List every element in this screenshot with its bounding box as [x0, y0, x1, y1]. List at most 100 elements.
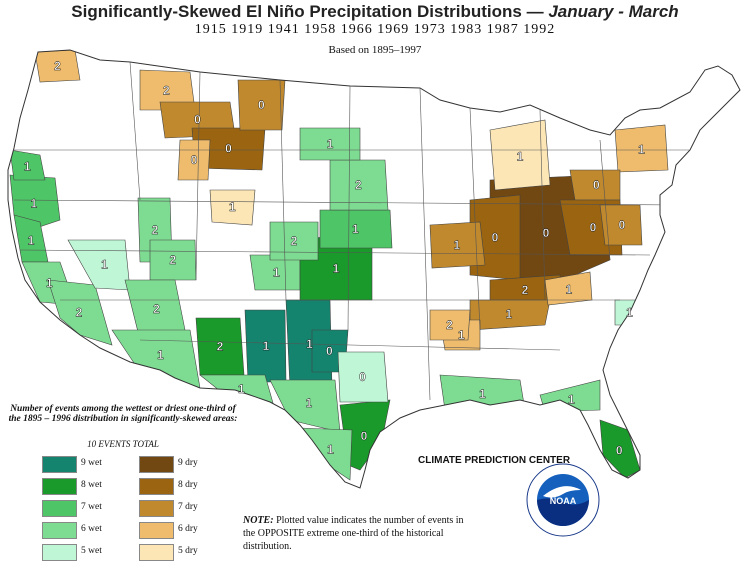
region-sd-east: [299, 127, 361, 161]
region-label-nc-coast: 1: [626, 306, 633, 320]
boundary-line: [195, 71, 201, 281]
region-label-pnw-coast: 1: [30, 197, 37, 211]
legend-swatch-dry-4: [139, 544, 174, 561]
boundary-line: [469, 107, 481, 331]
note-text: Plotted value indicates the number of ev…: [243, 515, 464, 552]
legend-swatch-dry-0: [139, 456, 174, 473]
boundary-line: [347, 85, 351, 331]
state-boundaries: [10, 61, 700, 401]
region-label-tx-south: 1: [327, 443, 334, 457]
region-ca-south: [47, 279, 113, 346]
region-label-ar-east: 2: [446, 318, 453, 332]
note-label: NOTE:: [243, 515, 274, 526]
region-label-ok-west: 1: [273, 266, 280, 280]
legend-label-wet-0: 9 wet: [81, 458, 102, 468]
based-on-period: Based on 1895–1997: [328, 44, 422, 56]
region-label-mo-east: 1: [453, 238, 460, 252]
region-label-utah-west: 2: [152, 223, 159, 237]
boundary-line: [539, 109, 546, 301]
region-label-tn-north: 2: [522, 283, 529, 297]
region-label-mt-south: 0: [225, 142, 232, 156]
region-label-fl-peninsula: 0: [616, 444, 623, 458]
region-label-wv: 0: [590, 221, 597, 235]
legend-swatch-wet-3: [42, 522, 77, 539]
region-label-tx-west: 1: [238, 382, 245, 396]
region-label-mt-central: 0: [194, 112, 201, 126]
boundary-line: [279, 79, 287, 301]
legend-swatch-dry-3: [139, 522, 174, 539]
us-outline: [7, 49, 741, 489]
region-label-co-east: 2: [291, 234, 298, 248]
region-label-wa-ne: 2: [54, 59, 61, 73]
region-label-ut-north: 1: [229, 200, 236, 214]
boundary-line: [419, 87, 431, 401]
legend-label-wet-1: 8 wet: [81, 480, 102, 490]
boundary-line: [599, 139, 611, 261]
legend-swatch-wet-0: [42, 456, 77, 473]
region-label-wa-mid: 1: [24, 159, 31, 173]
region-fl-peninsula: [599, 419, 641, 479]
legend-heading: Number of events among the wettest or dr…: [8, 404, 238, 424]
region-label-nc-west: 1: [565, 282, 572, 296]
region-label-ca-central: 1: [46, 276, 53, 290]
legend-label-dry-1: 8 dry: [178, 480, 198, 490]
legend-label-dry-3: 6 dry: [178, 524, 198, 534]
legend-swatch-wet-2: [42, 500, 77, 517]
region-ny-west: [614, 124, 669, 173]
region-label-fl-north: 1: [568, 392, 575, 406]
region-label-wy-north: 0: [258, 98, 265, 112]
region-ne-central: [329, 159, 389, 211]
legend-swatch-wet-4: [42, 544, 77, 561]
boundary-line: [13, 199, 681, 206]
region-label-nm-central: 1: [263, 339, 270, 353]
region-label-utah-east: 2: [169, 253, 176, 267]
noaa-logo-text: NOAA: [550, 496, 577, 506]
legend-swatch-wet-1: [42, 478, 77, 495]
region-mi-lower: [489, 119, 551, 191]
legend-label-dry-0: 9 dry: [178, 458, 198, 468]
region-label-ny-west: 1: [638, 142, 645, 156]
region-az-south: [111, 329, 201, 389]
boundary-line: [129, 61, 141, 201]
legend-label-wet-4: 5 wet: [81, 546, 102, 556]
legend-swatch-dry-2: [139, 500, 174, 517]
map-title: Significantly-Skewed El Niño Precipitati…: [0, 2, 750, 22]
region-label-in-il: 0: [492, 231, 499, 245]
legend-label-wet-3: 6 wet: [81, 524, 102, 534]
region-tx-east: [337, 351, 389, 403]
region-label-az-south: 1: [157, 348, 164, 362]
region-nv-west: [67, 239, 131, 291]
region-label-ms-north: 1: [458, 328, 465, 342]
noaa-logo: NOAA: [526, 463, 600, 537]
region-tx-south: [299, 427, 353, 481]
region-label-sd-east: 1: [327, 137, 334, 151]
region-label-mi-lower: 1: [517, 149, 524, 163]
region-ut-north: [209, 189, 256, 226]
region-label-tx-east: 0: [359, 370, 366, 384]
legend-label-dry-2: 7 dry: [178, 502, 198, 512]
region-wa-mid: [9, 149, 46, 181]
region-wy-north: [237, 79, 286, 131]
region-mo-east: [429, 221, 486, 269]
region-va-west: [599, 204, 643, 246]
climate-prediction-center-label: CLIMATE PREDICTION CENTER: [418, 455, 571, 466]
region-label-nm-west: 2: [217, 340, 224, 354]
region-label-ne-central: 2: [355, 178, 362, 192]
boundary-line: [139, 339, 561, 351]
title-season: January - March: [548, 2, 679, 21]
note: NOTE: Plotted value indicates the number…: [243, 514, 471, 553]
region-label-tn-south: 1: [505, 307, 512, 321]
region-label-tx-central: 1: [305, 396, 312, 410]
region-ar-east: [429, 309, 471, 341]
region-label-mt-north: 2: [163, 84, 170, 98]
region-label-ohio-valley: 0: [543, 226, 550, 240]
region-label-tx-panhandle: 0: [326, 344, 333, 358]
region-label-pa-west: 0: [593, 178, 600, 192]
region-label-tx-southeast: 0: [361, 429, 368, 443]
legend-swatch-dry-1: [139, 478, 174, 495]
el-nino-years: 1915 1919 1941 1958 1966 1969 1973 1983 …: [194, 22, 556, 37]
region-label-ca-south: 2: [76, 306, 83, 320]
region-label-ks-northeast: 1: [352, 222, 359, 236]
region-label-gulf-la: 1: [479, 387, 486, 401]
